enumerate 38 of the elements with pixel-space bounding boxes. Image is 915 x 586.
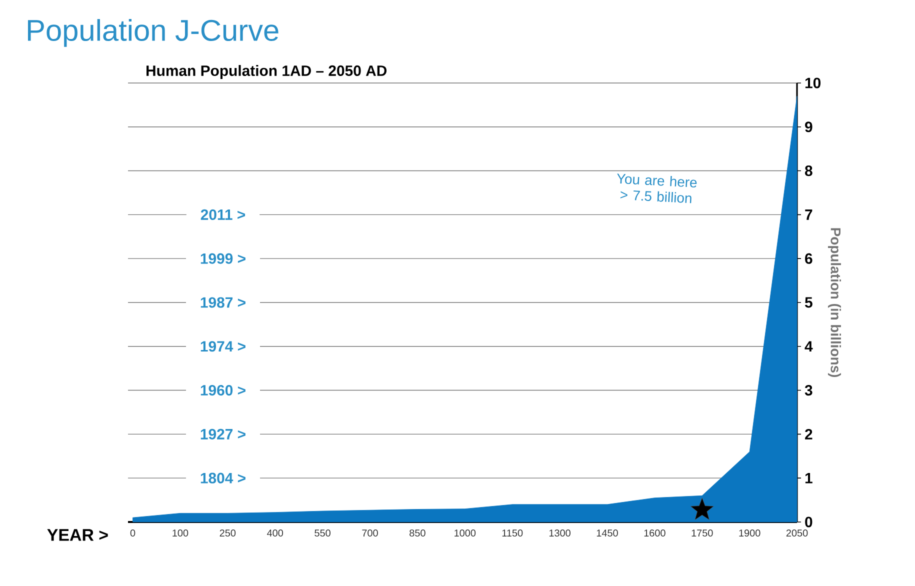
x-tick-label: 250	[220, 529, 236, 537]
annotation: 2011 >	[200, 209, 246, 220]
x-tick-label: 1450	[596, 529, 618, 537]
x-tick-label: 1300	[549, 529, 570, 537]
y-tick-label: 8	[804, 165, 812, 176]
y-tick-label: 4	[804, 341, 813, 352]
chart-subtitle: Human Population 1AD – 2050 AD	[146, 65, 387, 79]
x-tick-label: 1900	[739, 529, 760, 537]
y-axis-title: Population (in billions)	[828, 228, 841, 377]
annotation: 1927 >	[200, 428, 246, 440]
y-tick-label: 6	[805, 253, 812, 264]
y-tick-label: 5	[804, 297, 812, 308]
x-axis-title: YEAR >	[47, 529, 108, 541]
x-tick-label: 400	[267, 529, 284, 537]
annotation: You are here > 7.5 billion	[617, 174, 697, 204]
x-tick-label: 700	[362, 529, 378, 537]
x-tick-label: 1150	[502, 529, 523, 537]
y-tick-label: 3	[804, 384, 812, 396]
x-tick-label: 0	[130, 529, 136, 537]
y-tick-label: 9	[805, 122, 812, 132]
annotation: 1999 >	[200, 253, 246, 264]
chart-title: Population J-Curve	[28, 19, 278, 47]
annotation: 1960 >	[200, 384, 246, 396]
y-tick-label: 10	[805, 78, 821, 88]
x-tick-label: 550	[314, 529, 330, 537]
x-tick-label: 100	[172, 529, 188, 537]
y-tick-label: 0	[805, 516, 812, 528]
y-tick-label: 2	[805, 428, 812, 440]
y-tick-label: 1	[805, 472, 812, 484]
x-tick-label: 850	[410, 529, 426, 537]
x-tick-label: 1000	[454, 529, 476, 537]
x-tick-label: 1600	[644, 529, 666, 537]
annotation: 1804 >	[200, 472, 246, 484]
x-tick-label: 2050	[786, 529, 808, 537]
x-tick-label: 1750	[692, 529, 713, 537]
annotation: 1974 >	[200, 341, 246, 352]
annotation: 1987 >	[200, 297, 246, 308]
y-tick-label: 7	[805, 210, 812, 220]
